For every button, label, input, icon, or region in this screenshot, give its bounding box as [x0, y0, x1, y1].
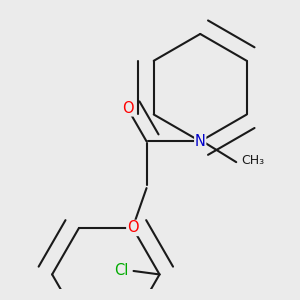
Text: CH₃: CH₃	[242, 154, 265, 167]
Text: O: O	[122, 101, 133, 116]
Text: N: N	[195, 134, 206, 149]
Text: O: O	[127, 220, 139, 236]
Text: Cl: Cl	[114, 263, 129, 278]
